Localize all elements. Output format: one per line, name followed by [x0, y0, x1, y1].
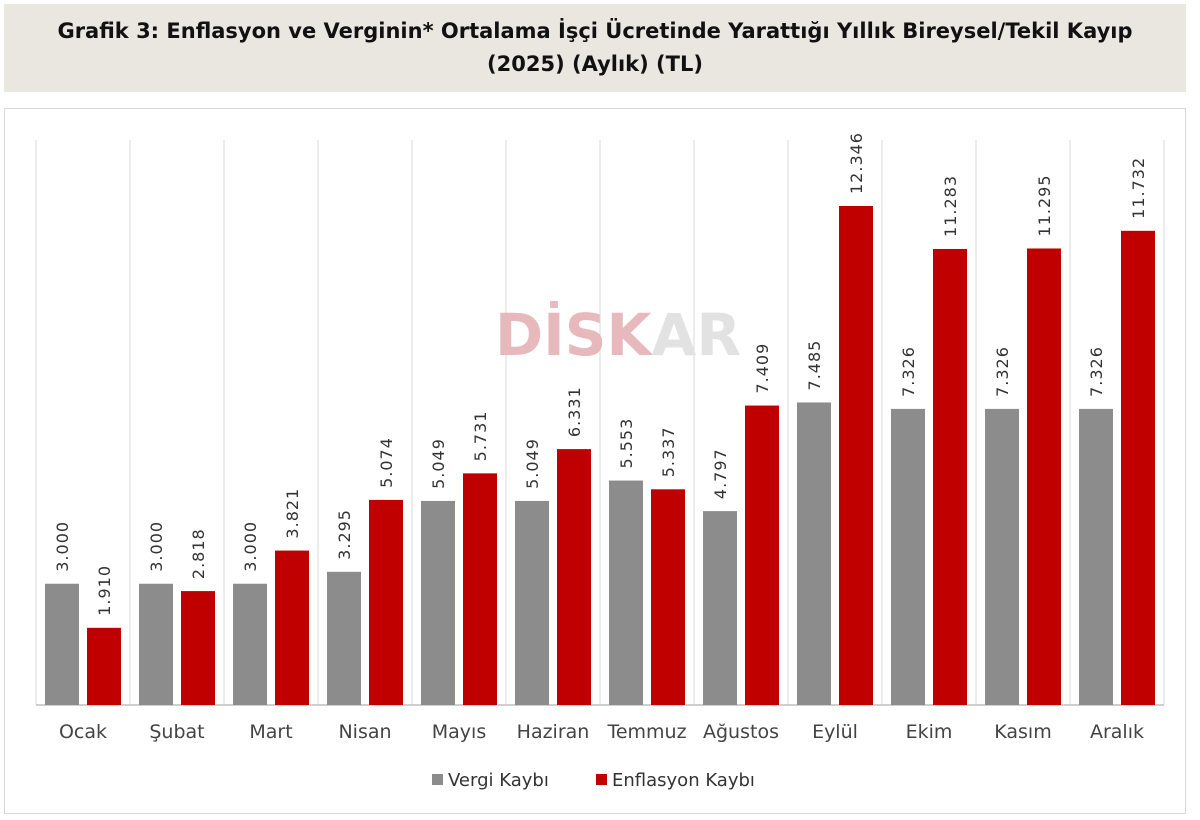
bar-enflasyon-eylul — [839, 206, 873, 705]
category-label-subat: Şubat — [149, 721, 204, 743]
value-label-vergi-haziran: 5.049 — [523, 438, 542, 489]
value-label-enflasyon-agustos: 7.409 — [753, 343, 772, 394]
category-label-nisan: Nisan — [338, 721, 391, 743]
category-label-mayis: Mayıs — [432, 721, 486, 743]
legend-swatch-enflasyon — [596, 774, 607, 785]
value-label-enflasyon-eylul: 12.346 — [847, 132, 866, 194]
bar-enflasyon-mart — [275, 550, 309, 705]
bars — [45, 206, 1155, 706]
value-label-enflasyon-ocak: 1.910 — [95, 565, 114, 616]
value-label-enflasyon-nisan: 5.074 — [377, 437, 396, 488]
bar-vergi-mayis — [421, 500, 455, 705]
category-label-ekim: Ekim — [906, 721, 953, 743]
watermark-logo: DİSKAR — [495, 300, 741, 369]
bar-enflasyon-ocak — [87, 627, 121, 705]
legend: Vergi Kaybı Enflasyon Kaybı — [432, 770, 755, 791]
value-label-vergi-nisan: 3.295 — [335, 509, 354, 560]
value-label-vergi-ocak: 3.000 — [53, 521, 72, 572]
bar-vergi-ekim — [891, 408, 925, 705]
chart-title-line-2: (2025) (Aylık) (TL) — [487, 52, 703, 76]
value-label-enflasyon-temmuz: 5.337 — [659, 426, 678, 477]
value-label-vergi-mart: 3.000 — [241, 521, 260, 572]
watermark-text-b: AR — [651, 301, 741, 369]
bar-enflasyon-haziran — [557, 449, 591, 705]
chart-title-line-1: Grafik 3: Enflasyon ve Verginin* Ortalam… — [57, 19, 1133, 43]
bar-enflasyon-mayis — [463, 473, 497, 705]
value-label-vergi-subat: 3.000 — [147, 521, 166, 572]
bar-enflasyon-aralik — [1121, 230, 1155, 705]
category-label-eylul: Eylül — [812, 721, 858, 743]
value-label-enflasyon-subat: 2.818 — [189, 528, 208, 579]
value-label-enflasyon-kasim: 11.295 — [1035, 174, 1054, 236]
bar-enflasyon-subat — [181, 591, 215, 705]
bar-vergi-agustos — [703, 511, 737, 705]
category-labels: Ocak Şubat Mart Nisan Mayıs Haziran Temmuz Ağus… — [59, 721, 1144, 743]
legend-label-enflasyon: Enflasyon Kaybı — [612, 770, 755, 791]
value-label-vergi-agustos: 4.797 — [711, 448, 730, 499]
value-label-enflasyon-aralik: 11.732 — [1129, 157, 1148, 219]
value-label-enflasyon-ekim: 11.283 — [941, 175, 960, 237]
value-label-vergi-eylul: 7.485 — [805, 340, 824, 391]
value-label-vergi-aralik: 7.326 — [1087, 346, 1106, 397]
bar-enflasyon-kasim — [1027, 248, 1061, 706]
value-label-enflasyon-mart: 3.821 — [283, 488, 302, 539]
category-label-kasim: Kasım — [994, 721, 1051, 743]
category-label-agustos: Ağustos — [703, 721, 779, 743]
value-labels: 3.000 1.910 3.000 2.818 3.000 3.821 3.295 5.074… — [53, 132, 1148, 616]
value-label-vergi-ekim: 7.326 — [899, 346, 918, 397]
value-label-vergi-mayis: 5.049 — [429, 438, 448, 489]
bar-vergi-eylul — [797, 402, 831, 705]
category-label-temmuz: Temmuz — [606, 721, 686, 743]
gridlines — [35, 140, 1165, 706]
svg-text:DİSKAR: DİSKAR — [495, 300, 741, 369]
bar-vergi-temmuz — [609, 480, 643, 705]
chart-title-banner: Grafik 3: Enflasyon ve Verginin* Ortalam… — [4, 4, 1186, 92]
legend-label-vergi: Vergi Kaybı — [448, 770, 549, 791]
bar-vergi-aralik — [1079, 408, 1113, 705]
bar-vergi-kasim — [985, 408, 1019, 705]
bar-enflasyon-agustos — [745, 405, 779, 705]
category-label-aralik: Aralık — [1090, 721, 1144, 743]
bar-enflasyon-temmuz — [651, 489, 685, 705]
value-label-enflasyon-mayis: 5.731 — [471, 411, 490, 462]
bar-enflasyon-nisan — [369, 499, 403, 705]
category-label-ocak: Ocak — [59, 721, 107, 743]
category-label-haziran: Haziran — [517, 721, 590, 743]
bar-vergi-nisan — [327, 571, 361, 705]
value-label-vergi-temmuz: 5.553 — [617, 418, 636, 469]
value-label-enflasyon-haziran: 6.331 — [565, 386, 584, 437]
value-label-vergi-kasim: 7.326 — [993, 346, 1012, 397]
category-label-mart: Mart — [249, 721, 292, 743]
legend-swatch-vergi — [432, 774, 443, 785]
bar-vergi-subat — [139, 583, 173, 705]
bar-enflasyon-ekim — [933, 248, 967, 705]
bar-vergi-mart — [233, 583, 267, 705]
watermark-text-a: DİSK — [495, 300, 653, 369]
bar-vergi-ocak — [45, 583, 79, 705]
bar-vergi-haziran — [515, 500, 549, 705]
